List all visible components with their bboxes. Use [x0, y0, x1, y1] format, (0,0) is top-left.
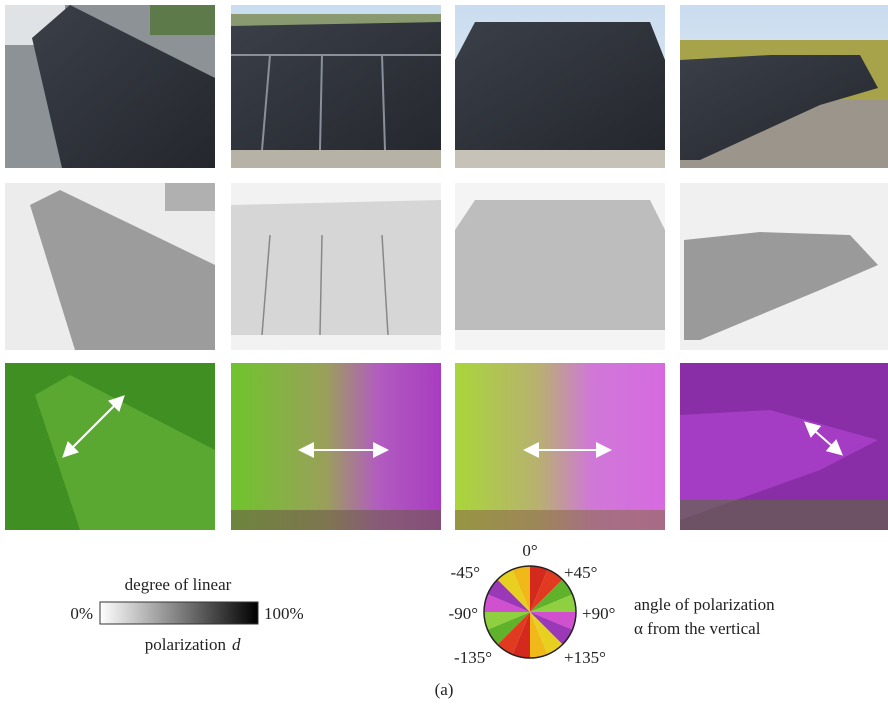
dop-row: [5, 183, 888, 350]
photo: [5, 5, 215, 168]
dop-image: [455, 183, 665, 350]
legend-title: degree of linear: [125, 575, 232, 594]
legend-min: 0%: [70, 604, 93, 623]
legend-symbol: d: [232, 635, 241, 654]
aop-image: [455, 363, 665, 530]
photo: [680, 5, 888, 168]
photo-row: [5, 5, 888, 168]
degree-legend: degree of linear 0% 100% polarization d: [70, 575, 303, 654]
aop-image: [231, 363, 441, 530]
angle-label: 0°: [522, 541, 537, 560]
angle-label: -45°: [451, 563, 480, 582]
figure: degree of linear 0% 100% polarization d …: [0, 0, 888, 707]
figure-caption: (a): [435, 680, 454, 699]
aop-row: [5, 363, 888, 530]
angle-label: +135°: [564, 648, 606, 667]
aop-image: [680, 363, 888, 530]
angle-label: +45°: [564, 563, 597, 582]
angle-caption: angle of polarization: [634, 595, 775, 614]
angle-legend: 0° -45° +45° -90° +90° -135° +135° angle…: [449, 541, 776, 667]
angle-label: +90°: [582, 604, 615, 623]
dop-image: [680, 183, 888, 350]
angle-label: -135°: [454, 648, 492, 667]
angle-label: -90°: [449, 604, 478, 623]
legend-bottom: polarization: [145, 635, 227, 654]
photo: [455, 5, 665, 168]
aop-image: [5, 363, 215, 530]
photo: [231, 5, 441, 168]
dop-image: [231, 183, 441, 350]
gradient-bar: [100, 602, 258, 624]
color-wheel: [484, 566, 576, 658]
angle-caption: α from the vertical: [634, 619, 761, 638]
legend-max: 100%: [264, 604, 304, 623]
dop-image: [5, 183, 215, 350]
